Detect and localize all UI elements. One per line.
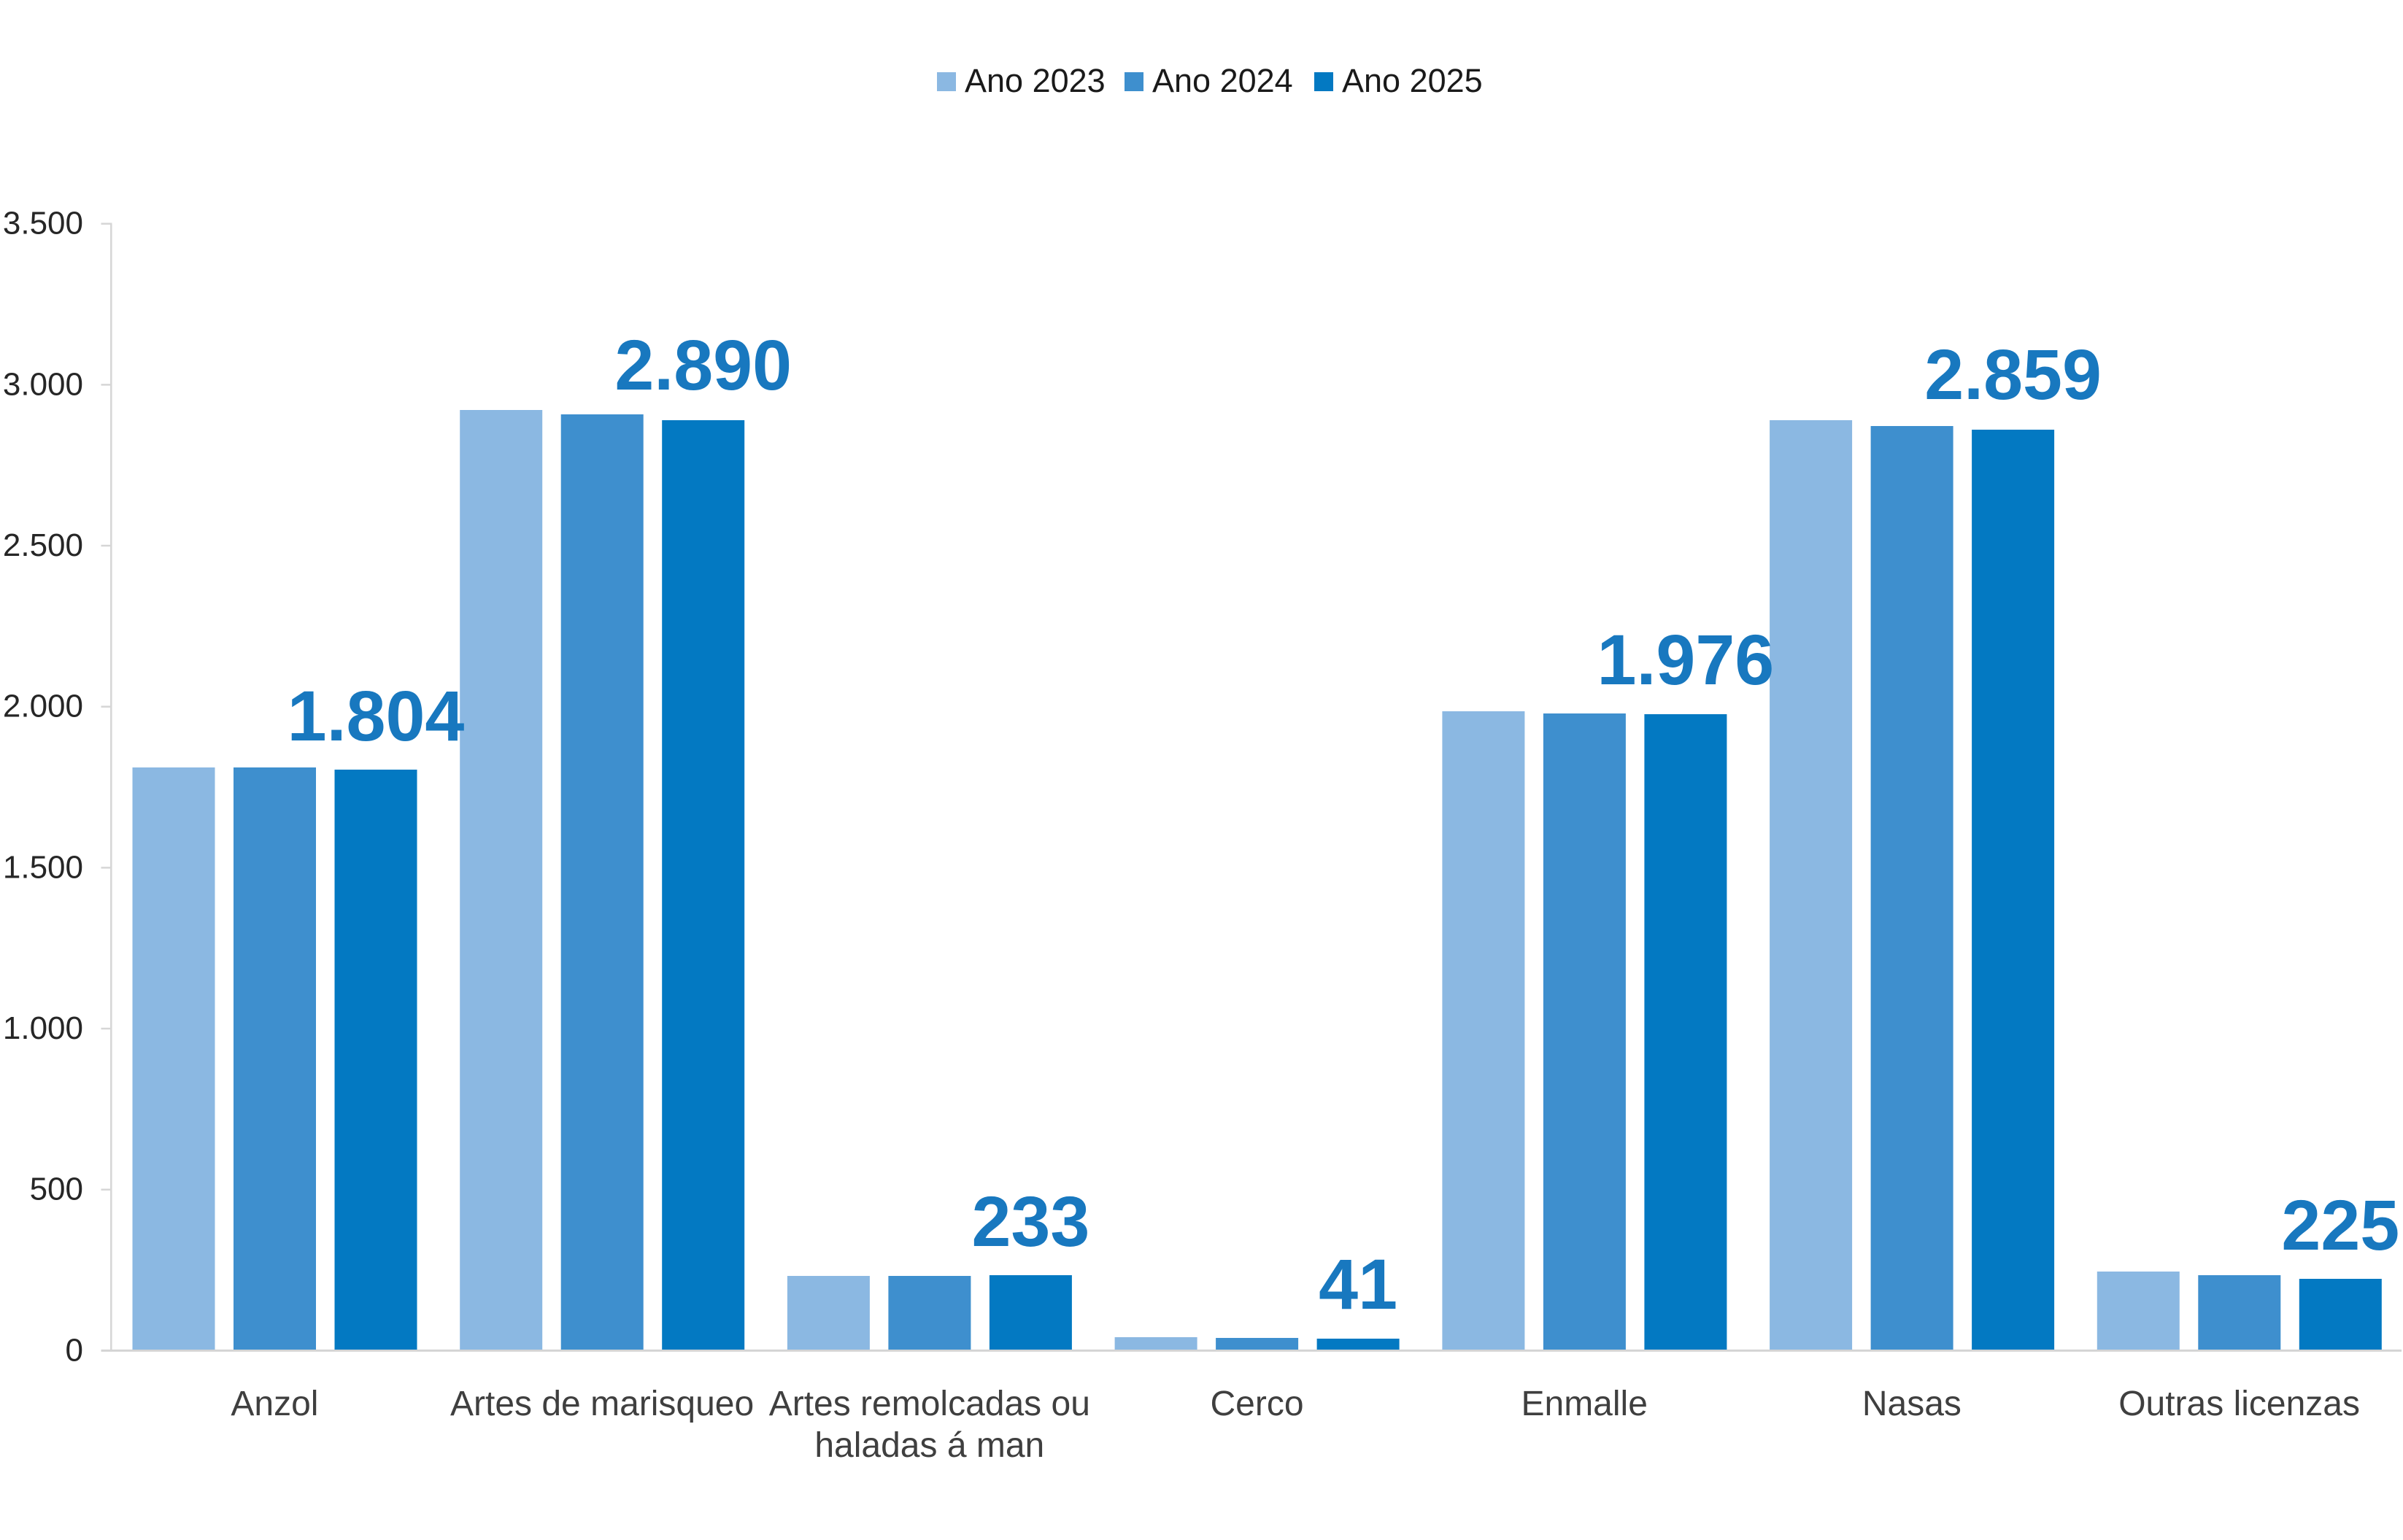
svg-text:225: 225 bbox=[2281, 1185, 2399, 1265]
svg-text:41: 41 bbox=[1319, 1245, 1397, 1324]
svg-text:Artes de marisqueo: Artes de marisqueo bbox=[450, 1385, 754, 1423]
svg-text:Artes remolcadas ou: Artes remolcadas ou bbox=[769, 1385, 1090, 1423]
svg-text:1.976: 1.976 bbox=[1597, 620, 1775, 700]
svg-text:0: 0 bbox=[66, 1332, 83, 1368]
svg-text:1.000: 1.000 bbox=[3, 1010, 83, 1046]
svg-text:Ano 2025: Ano 2025 bbox=[1342, 62, 1483, 99]
svg-text:1.500: 1.500 bbox=[3, 849, 83, 885]
svg-text:3.000: 3.000 bbox=[3, 366, 83, 402]
svg-text:haladas á man: haladas á man bbox=[814, 1426, 1044, 1465]
svg-text:Anzol: Anzol bbox=[231, 1385, 318, 1423]
svg-text:2.890: 2.890 bbox=[614, 325, 792, 405]
svg-text:Ano 2024: Ano 2024 bbox=[1152, 62, 1293, 99]
svg-text:3.500: 3.500 bbox=[3, 206, 83, 241]
svg-text:Outras licenzas: Outras licenzas bbox=[2118, 1385, 2360, 1423]
svg-text:500: 500 bbox=[30, 1172, 83, 1207]
svg-text:Cerco: Cerco bbox=[1210, 1385, 1303, 1423]
svg-text:Ano 2023: Ano 2023 bbox=[965, 62, 1106, 99]
svg-text:Enmalle: Enmalle bbox=[1521, 1385, 1647, 1423]
svg-text:233: 233 bbox=[971, 1182, 1089, 1261]
svg-text:Nasas: Nasas bbox=[1862, 1385, 1962, 1423]
svg-text:1.804: 1.804 bbox=[288, 676, 465, 756]
svg-text:2.859: 2.859 bbox=[1924, 335, 2102, 414]
svg-text:2.000: 2.000 bbox=[3, 689, 83, 724]
svg-text:2.500: 2.500 bbox=[3, 527, 83, 563]
